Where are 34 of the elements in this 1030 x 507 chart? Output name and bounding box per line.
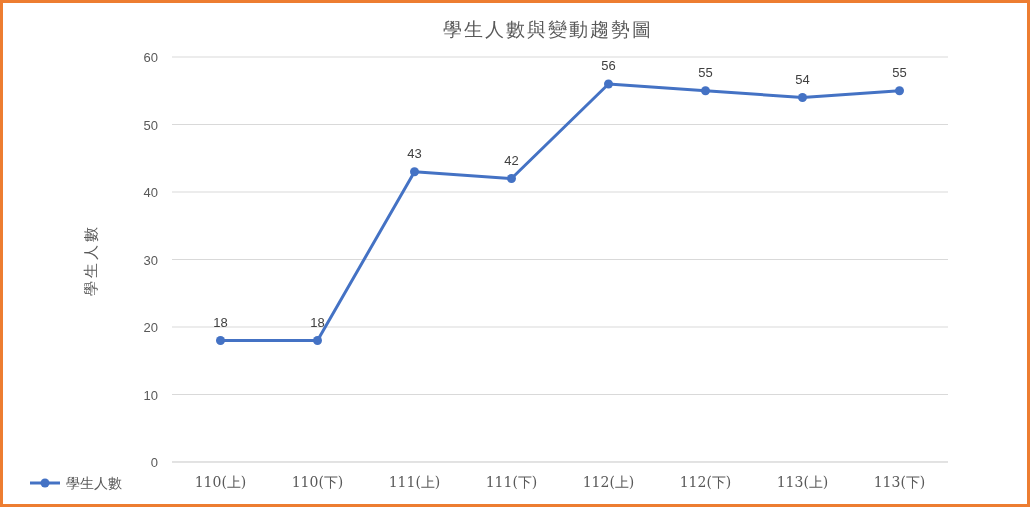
data-label: 18 [213, 314, 228, 330]
point [798, 93, 807, 102]
x-tick-label: 113(下) [873, 474, 926, 490]
y-tick-label: 20 [143, 320, 158, 335]
point [701, 86, 710, 96]
data-label: 54 [795, 71, 810, 87]
chart-title: 學生人數與變動趨勢圖 [443, 18, 653, 40]
data-label: 55 [698, 64, 713, 80]
y-tick-label: 0 [150, 455, 158, 470]
y-tick-label: 40 [143, 185, 158, 200]
x-tick-label: 112(上) [582, 474, 635, 490]
legend-label: 學生人數 [66, 475, 122, 491]
y-tick-label: 10 [143, 387, 158, 403]
x-tick-label: 111(上) [388, 474, 441, 490]
x-tick-label: 110(上) [194, 474, 247, 490]
point [313, 336, 322, 345]
y-tick-label: 50 [143, 117, 158, 133]
y-axis-title: 學生人數 [82, 223, 100, 296]
data-label: 56 [601, 58, 616, 73]
data-label: 42 [504, 152, 519, 168]
y-tick-label: 30 [143, 252, 158, 268]
data-label: 43 [407, 145, 422, 161]
y-tick-label: 60 [143, 50, 158, 65]
x-tick-label: 111(下) [485, 474, 538, 490]
x-tick-label: 110(下) [291, 474, 344, 490]
x-tick-label: 112(下) [679, 474, 732, 490]
point [895, 86, 904, 96]
point [507, 174, 516, 183]
x-tick-label: 113(上) [776, 474, 829, 490]
data-label: 18 [310, 314, 325, 330]
point [604, 79, 613, 89]
point [216, 336, 225, 345]
data-label: 55 [892, 64, 907, 80]
point [410, 167, 419, 177]
